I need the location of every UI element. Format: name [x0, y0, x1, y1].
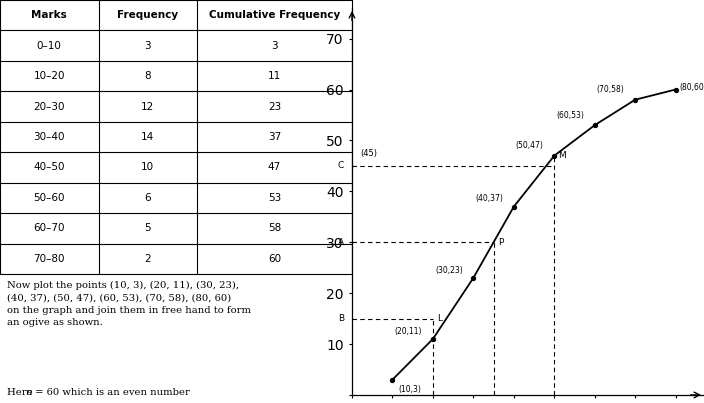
Text: 5: 5 — [144, 223, 151, 233]
Text: 3: 3 — [144, 41, 151, 51]
Text: (20,11): (20,11) — [394, 327, 422, 336]
Point — [589, 122, 601, 129]
Text: 10–20: 10–20 — [34, 71, 65, 81]
Text: 11: 11 — [268, 71, 281, 81]
Text: 58: 58 — [268, 223, 281, 233]
Text: 10: 10 — [142, 162, 154, 172]
Text: (50,47): (50,47) — [516, 141, 543, 150]
Text: 53: 53 — [268, 193, 281, 203]
Point — [508, 204, 520, 210]
Text: (45): (45) — [360, 149, 377, 158]
Text: Here: Here — [7, 388, 36, 397]
Text: 40–50: 40–50 — [34, 162, 65, 172]
Text: = 60 which is an even number: = 60 which is an even number — [32, 388, 190, 397]
Point — [629, 96, 641, 103]
Text: 8: 8 — [144, 71, 151, 81]
Point — [467, 274, 479, 281]
Text: Frequency: Frequency — [118, 10, 178, 20]
Text: C: C — [338, 161, 344, 170]
Text: 30–40: 30–40 — [34, 132, 65, 142]
Text: 14: 14 — [142, 132, 154, 142]
Text: P: P — [498, 238, 503, 247]
Point — [427, 336, 439, 342]
Text: 0–10: 0–10 — [37, 41, 62, 51]
Text: B: B — [338, 314, 344, 323]
Text: M: M — [558, 151, 566, 160]
Text: (10,3): (10,3) — [398, 385, 422, 395]
Text: L: L — [437, 314, 442, 323]
Text: 6: 6 — [144, 193, 151, 203]
Text: 23: 23 — [268, 102, 281, 112]
Text: A: A — [338, 238, 344, 247]
Text: Now plot the points (10, 3), (20, 11), (30, 23),
(40, 37), (50, 47), (60, 53), (: Now plot the points (10, 3), (20, 11), (… — [7, 280, 251, 327]
Text: (80,60): (80,60) — [680, 83, 704, 91]
Point — [548, 152, 560, 159]
Text: 60: 60 — [268, 254, 281, 264]
Text: (30,23): (30,23) — [435, 266, 463, 275]
Text: 2: 2 — [144, 254, 151, 264]
Text: (40,37): (40,37) — [475, 195, 503, 204]
Text: Marks: Marks — [32, 10, 67, 20]
Text: n: n — [25, 388, 32, 397]
Text: 47: 47 — [268, 162, 281, 172]
Text: 12: 12 — [142, 102, 154, 112]
Point — [670, 86, 681, 93]
Text: (70,58): (70,58) — [597, 85, 624, 94]
Text: 37: 37 — [268, 132, 281, 142]
Point — [386, 376, 398, 383]
Text: 3: 3 — [271, 41, 278, 51]
Text: (60,53): (60,53) — [556, 110, 584, 120]
Text: Cumulative Frequency: Cumulative Frequency — [209, 10, 340, 20]
Text: 50–60: 50–60 — [34, 193, 65, 203]
Text: 70–80: 70–80 — [34, 254, 65, 264]
Text: 20–30: 20–30 — [34, 102, 65, 112]
Text: 60–70: 60–70 — [34, 223, 65, 233]
